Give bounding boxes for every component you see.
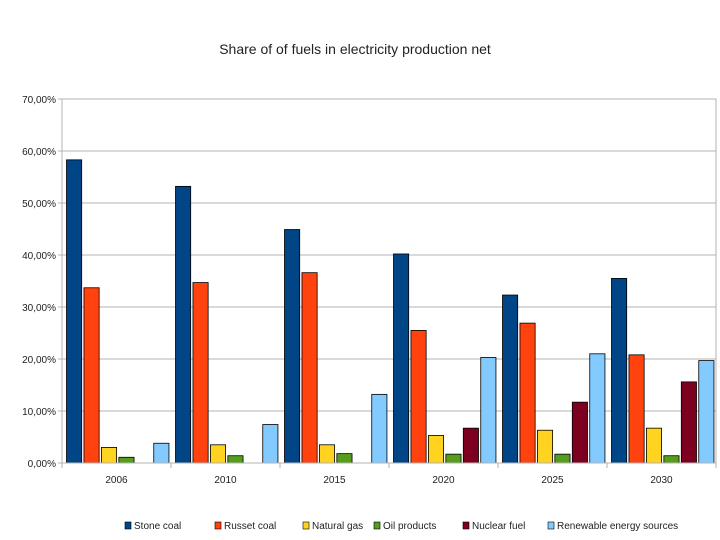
y-tick-label: 40,00% bbox=[22, 251, 56, 262]
bar-natural-gas-2025 bbox=[537, 429, 554, 464]
bar-russet-coal-2015 bbox=[301, 272, 318, 464]
bar-oil-products-2015 bbox=[336, 453, 353, 464]
bar-russet-coal-2030 bbox=[628, 354, 645, 464]
legend-swatch bbox=[462, 521, 470, 530]
y-tick-label: 20,00% bbox=[22, 355, 56, 366]
x-tick-label: 2010 bbox=[214, 475, 237, 486]
legend-swatch bbox=[547, 521, 555, 530]
bar-russet-coal-2020 bbox=[410, 329, 427, 464]
axes: 0,00% 10,00% 20,00% 30,00% 40,00% 50,00% 60,00… bbox=[22, 95, 717, 486]
x-tick-label: 2025 bbox=[541, 475, 564, 486]
bar-natural-gas-2006 bbox=[101, 446, 118, 464]
bar-stone-coal-2020 bbox=[393, 253, 410, 464]
y-tick-label: 10,00% bbox=[22, 407, 56, 418]
bar-natural-gas-2015 bbox=[318, 444, 335, 464]
bar-russet-coal-2006 bbox=[83, 287, 100, 464]
bar-nuclear-fuel-2020 bbox=[462, 427, 479, 464]
bar-natural-gas-2010 bbox=[209, 444, 226, 464]
bar-stone-coal-2015 bbox=[284, 229, 301, 464]
y-tick-label: 30,00% bbox=[22, 303, 56, 314]
y-tick-label: 50,00% bbox=[22, 199, 56, 210]
bar-nuclear-fuel-2030 bbox=[680, 381, 697, 464]
x-tick-label: 2015 bbox=[323, 475, 346, 486]
x-tick-label: 2020 bbox=[432, 475, 455, 486]
x-tick-label: 2006 bbox=[105, 475, 128, 486]
legend-label: Nuclear fuel bbox=[472, 521, 525, 532]
legend-swatch bbox=[302, 521, 310, 530]
bar-oil-products-2030 bbox=[663, 455, 680, 464]
legend-label: Russet coal bbox=[224, 521, 276, 532]
bar-renewable-energy-sources-2010 bbox=[262, 424, 279, 464]
bar-oil-products-2010 bbox=[227, 455, 244, 464]
legend-label: Natural gas bbox=[312, 521, 363, 532]
bar-stone-coal-2010 bbox=[175, 185, 192, 464]
legend-label: Oil products bbox=[383, 521, 436, 532]
bar-renewable-energy-sources-2030 bbox=[698, 360, 715, 464]
bar-oil-products-2020 bbox=[445, 453, 462, 464]
y-tick-label: 60,00% bbox=[22, 147, 56, 158]
bar-renewable-energy-sources-2020 bbox=[480, 357, 497, 464]
legend-swatch bbox=[124, 521, 132, 530]
y-tick-label: 0,00% bbox=[28, 459, 56, 470]
legend: Stone coal Russet coal Natural gas Oil prod… bbox=[124, 521, 678, 532]
bar-natural-gas-2030 bbox=[646, 427, 663, 464]
bar-stone-coal-2030 bbox=[611, 277, 628, 464]
legend-label: Renewable energy sources bbox=[557, 521, 678, 532]
chart-title: Share of of fuels in electricity product… bbox=[219, 41, 491, 57]
bar-stone-coal-2025 bbox=[502, 294, 519, 464]
bar-oil-products-2006 bbox=[118, 456, 135, 464]
bar-renewable-energy-sources-2015 bbox=[371, 393, 388, 464]
legend-label: Stone coal bbox=[134, 521, 181, 532]
legend-swatch bbox=[214, 521, 222, 530]
bar-nuclear-fuel-2025 bbox=[571, 401, 588, 464]
y-tick-label: 70,00% bbox=[22, 95, 56, 106]
bar-russet-coal-2010 bbox=[192, 282, 209, 464]
bars bbox=[66, 159, 715, 464]
bar-oil-products-2025 bbox=[554, 453, 571, 464]
bar-stone-coal-2006 bbox=[66, 159, 83, 464]
x-tick-label: 2030 bbox=[650, 475, 673, 486]
bar-natural-gas-2020 bbox=[427, 435, 444, 464]
bar-russet-coal-2025 bbox=[519, 322, 536, 464]
bar-renewable-energy-sources-2025 bbox=[589, 353, 606, 464]
bar-renewable-energy-sources-2006 bbox=[153, 442, 170, 464]
legend-swatch bbox=[373, 521, 381, 530]
